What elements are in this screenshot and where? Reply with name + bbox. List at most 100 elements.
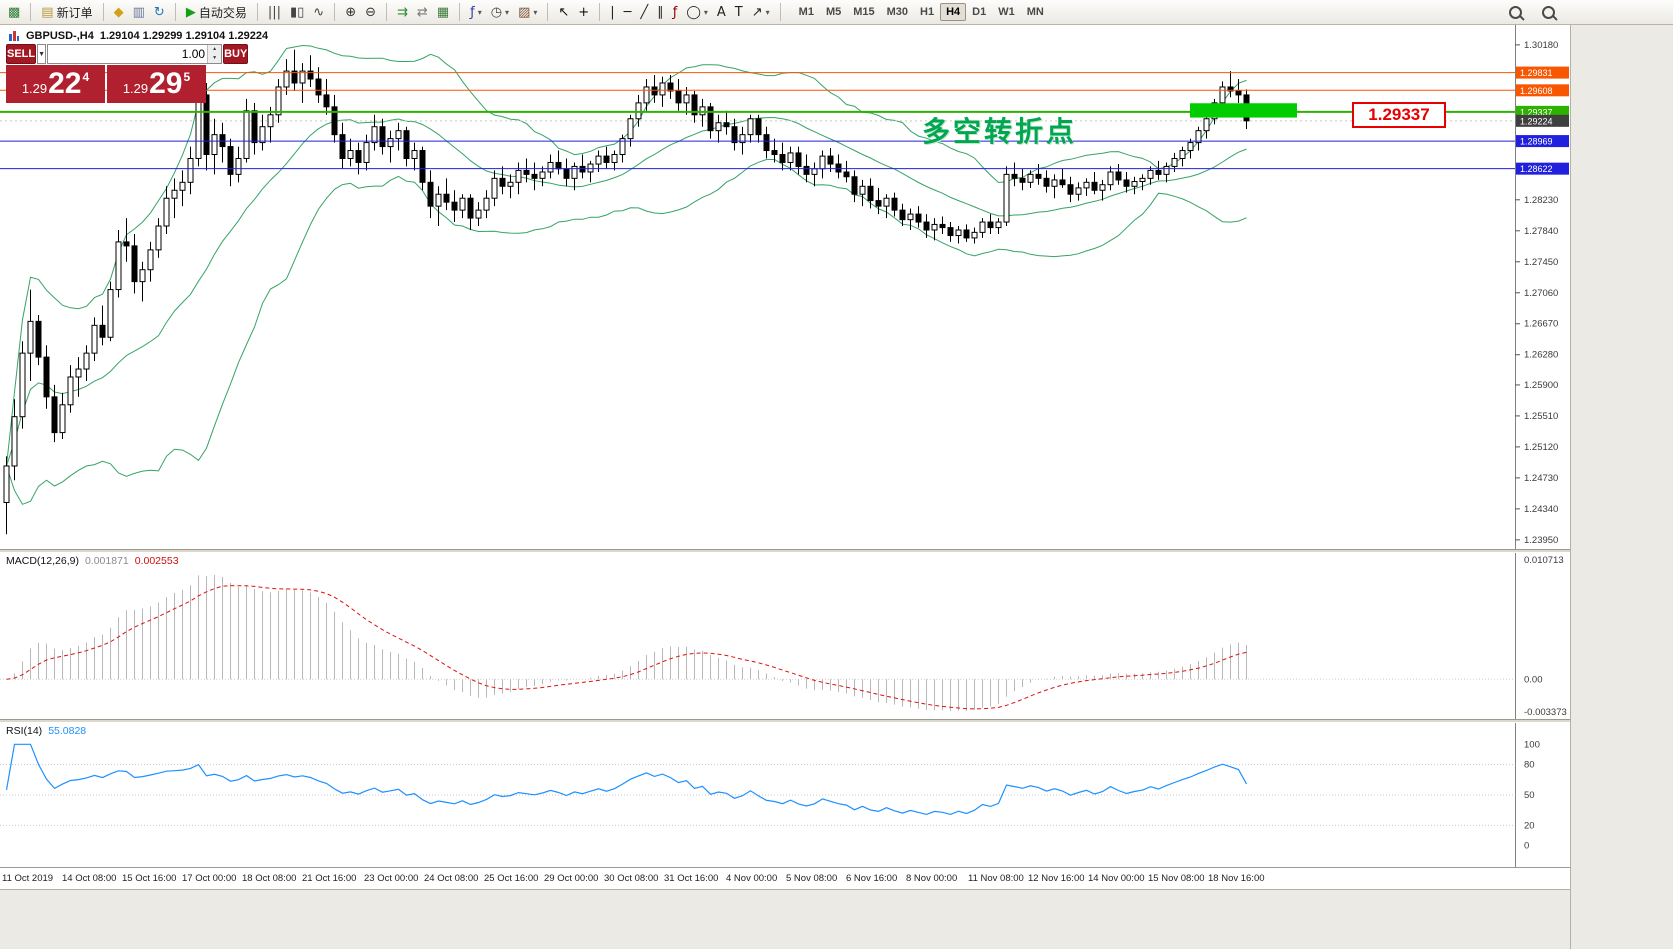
candle [1051, 174, 1058, 199]
cursor-button[interactable]: ↖ [554, 1, 573, 24]
fibonacci-button[interactable]: ƒ [669, 1, 682, 24]
volume-box: ▲ ▼ [47, 44, 223, 64]
candle [835, 154, 842, 179]
timeframe-h1-button[interactable]: H1 [920, 6, 935, 18]
candle [1035, 164, 1042, 185]
line-chart-button[interactable]: ∿ [309, 1, 328, 24]
timeframe-d1-button[interactable]: D1 [972, 6, 987, 18]
channel-button[interactable]: ∥ [653, 1, 668, 24]
arrows-button[interactable]: ↗ ▾ [748, 1, 774, 24]
time-axis-label: 14 Nov 00:00 [1088, 873, 1145, 884]
text-label-button[interactable]: T [731, 1, 747, 24]
price-label-box[interactable]: 1.29337 [1352, 102, 1446, 128]
price-tick-label: 1.28230 [1524, 195, 1558, 206]
candlestick-chart-icon: ▮▯ [289, 4, 305, 20]
timeframe-m30-button[interactable]: M30 [886, 6, 909, 18]
toolbar-group: ▩ [4, 1, 24, 24]
horizontal-line-button[interactable]: ─ [620, 1, 636, 24]
timeframe-h4-button[interactable]: H4 [940, 3, 967, 21]
candle [1083, 178, 1090, 196]
vertical-line-button[interactable]: | [606, 1, 618, 24]
zoom-out-button[interactable]: ⊖ [361, 1, 380, 24]
timeframe-m5-button[interactable]: M5 [825, 6, 842, 18]
volume-down-button[interactable]: ▼ [208, 54, 222, 63]
indicators-button[interactable]: ƒ ▾ [466, 1, 486, 24]
crosshair-button[interactable]: + [574, 1, 593, 24]
timeframe-m15-button[interactable]: M15 [853, 6, 875, 18]
chart-annotation-text[interactable]: 多空转折点 [922, 116, 1078, 147]
candle [243, 98, 250, 163]
buy-price-panel[interactable]: 1.29 29 5 [107, 65, 206, 103]
new-chart-button[interactable]: ▩ [4, 1, 24, 24]
timeframe-m1-button[interactable]: M1 [798, 6, 814, 18]
candle [403, 126, 410, 167]
buy-button[interactable]: BUY [223, 44, 249, 64]
timeframe-mn-button[interactable]: MN [1026, 6, 1044, 18]
autotrading-button[interactable]: ▶ 自动交易 [182, 1, 251, 24]
candle [883, 194, 890, 219]
rsi-value: 55.0828 [48, 725, 87, 737]
macd-panel[interactable]: 0.010713 0.00 -0.003373 MACD(12,26,9) 0.00… [0, 553, 1570, 719]
price-tag-label: 1.29224 [1520, 116, 1553, 126]
candle [971, 227, 978, 244]
toolbar-separator [547, 3, 549, 21]
search-button[interactable] [1505, 1, 1526, 24]
candlestick-chart-button[interactable]: ▮▯ [286, 1, 308, 24]
one-click-options-button[interactable]: ▼ [37, 44, 47, 64]
macd-chart[interactable]: 0.010713 0.00 -0.003373 [0, 553, 1570, 719]
candle [1075, 182, 1082, 201]
templates-button[interactable]: ▨ ▾ [514, 1, 541, 24]
one-click-trading-panel: SELL ▼ ▲ ▼ BUY 1.29 22 4 1.2 [6, 44, 249, 103]
tile-windows-button[interactable]: ▦ [433, 1, 453, 24]
sell-button[interactable]: SELL [6, 44, 37, 64]
panel-separator[interactable] [0, 549, 1570, 553]
rsi-panel[interactable]: 100 80 50 20 0 RSI(14) 55.0828 [0, 723, 1570, 867]
price-tick-label: 1.24340 [1524, 504, 1558, 515]
time-axis[interactable]: 11 Oct 2019 14 Oct 08:00 15 Oct 16:00 17 Oc… [0, 867, 1570, 889]
candle [555, 150, 562, 175]
time-axis-label: 24 Oct 08:00 [424, 873, 479, 884]
panel-separator[interactable] [0, 719, 1570, 723]
auto-scroll-button[interactable]: ⇉ [393, 1, 412, 24]
price-tick-label: 1.27450 [1524, 257, 1558, 268]
price-axis[interactable]: 1.30180 1.28230 1.27840 1.27450 1.27060 1.266… [1515, 40, 1569, 546]
rsi-axis-label: 50 [1524, 790, 1535, 801]
zoom-in-button[interactable]: ⊕ [341, 1, 360, 24]
sell-price-panel[interactable]: 1.29 22 4 [6, 65, 105, 103]
shapes-button[interactable]: ◯ ▾ [682, 1, 712, 24]
time-axis-label: 14 Oct 08:00 [62, 873, 117, 884]
candle [75, 357, 82, 397]
candle [1011, 162, 1018, 187]
mql5-community-button[interactable]: ◆ [110, 1, 128, 24]
candle [323, 79, 330, 115]
refresh-button[interactable]: ↻ [150, 1, 169, 24]
global-search-button[interactable] [1538, 1, 1559, 24]
bars-chart-button[interactable]: ||| [264, 1, 285, 24]
time-axis-label: 25 Oct 16:00 [484, 873, 539, 884]
timeframe-w1-button[interactable]: W1 [998, 6, 1015, 18]
volume-up-button[interactable]: ▲ [208, 45, 222, 54]
macd-axis[interactable]: 0.010713 0.00 -0.003373 [1524, 555, 1567, 718]
price-chart[interactable]: 1.30180 1.28230 1.27840 1.27450 1.27060 1.266… [0, 25, 1570, 549]
autotrading-button-label: 自动交易 [198, 5, 247, 20]
candle [203, 83, 210, 171]
chart-shift-button[interactable]: ⇄ [413, 1, 432, 24]
text-button[interactable]: A [713, 1, 730, 24]
candle [427, 170, 434, 219]
rsi-chart[interactable]: 100 80 50 20 0 [0, 723, 1570, 867]
candle [563, 158, 570, 187]
candle [1091, 171, 1098, 195]
new-order-button[interactable]: ▤ 新订单 [37, 1, 96, 24]
candle [947, 222, 954, 242]
rsi-axis[interactable]: 100 80 50 20 0 [1524, 739, 1540, 851]
highlight-rectangle[interactable] [1190, 103, 1297, 118]
candle [443, 178, 450, 211]
trendline-button[interactable]: ╱ [636, 1, 652, 24]
volume-input[interactable] [48, 45, 208, 63]
chart-window[interactable]: 1.30180 1.28230 1.27840 1.27450 1.27060 1.266… [0, 25, 1570, 549]
data-window-button[interactable]: ▥ [129, 1, 149, 24]
price-tick-label: 1.25900 [1524, 380, 1558, 391]
candle [363, 134, 370, 171]
candle [851, 170, 858, 203]
periods-button[interactable]: ◷ ▾ [487, 1, 513, 24]
